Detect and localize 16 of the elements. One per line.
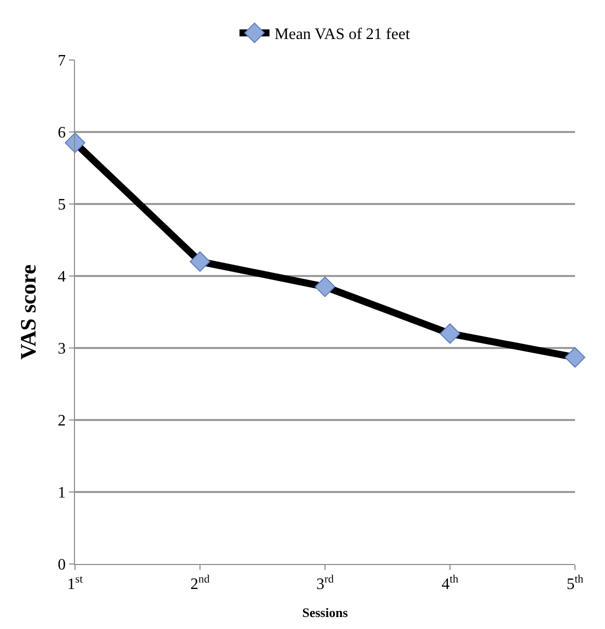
x-tick-label: 4$^{th}$ xyxy=(442,573,459,594)
y-tick-label: 0 xyxy=(58,556,66,574)
legend-label: Mean VAS of 21 feet xyxy=(274,26,410,44)
y-tick-label: 7 xyxy=(58,52,66,70)
x-axis-title: Sessions xyxy=(302,604,348,620)
y-axis-title: VAS score xyxy=(16,264,41,360)
y-tick-label: 2 xyxy=(58,412,66,430)
y-tick-label: 5 xyxy=(58,196,66,214)
x-tick-label: 2$^{nd}$ xyxy=(190,573,210,594)
x-tick-label: 5$^{th}$ xyxy=(566,573,584,594)
x-tick-label: 3$^{rd}$ xyxy=(316,573,334,594)
x-tick-label: 1$^{st}$ xyxy=(67,573,84,594)
y-tick-label: 6 xyxy=(58,124,66,142)
y-tick-label: 1 xyxy=(58,484,66,502)
y-tick-label: 4 xyxy=(58,268,66,286)
y-tick-label: 3 xyxy=(58,340,66,358)
